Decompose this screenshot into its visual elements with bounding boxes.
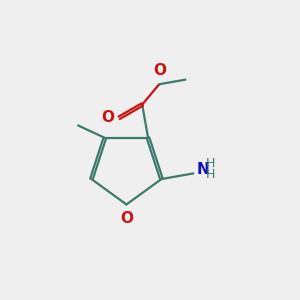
Text: H: H bbox=[206, 158, 215, 170]
Text: H: H bbox=[206, 168, 215, 182]
Text: N: N bbox=[197, 162, 210, 177]
Text: O: O bbox=[153, 63, 166, 78]
Text: O: O bbox=[101, 110, 114, 125]
Text: O: O bbox=[120, 211, 133, 226]
